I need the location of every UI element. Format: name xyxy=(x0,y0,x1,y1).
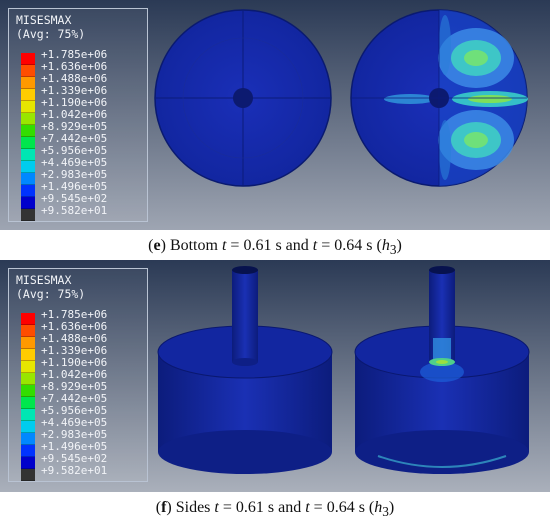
legend-tick-label: +1.785e+06 xyxy=(41,308,108,321)
legend-swatch xyxy=(21,409,35,421)
legend-swatch xyxy=(21,197,35,209)
legend-swatch xyxy=(21,385,35,397)
legend-variable: MISESMAX xyxy=(16,13,72,27)
legend-swatch xyxy=(21,161,35,173)
legend-swatch xyxy=(21,421,35,433)
panel-bottom-view: MISESMAX (Avg: 75%) +1.785e+06 +1.636e+06… xyxy=(0,0,550,230)
legend-tick-label: +9.545e+02 xyxy=(41,452,108,465)
legend-swatch xyxy=(21,77,35,89)
caption-bottom: (e) Bottom t = 0.61 s and t = 0.64 s (h3… xyxy=(148,237,402,258)
legend-swatch xyxy=(21,137,35,149)
legend-swatch xyxy=(21,53,35,65)
legend-tick-label: +9.582e+01 xyxy=(41,204,108,217)
legend-tick-label: +1.339e+06 xyxy=(41,84,108,97)
legend-swatch xyxy=(21,173,35,185)
legend-swatch xyxy=(21,209,35,221)
legend-tick-label: +1.042e+06 xyxy=(41,368,108,381)
legend-tick-label: +2.983e+05 xyxy=(41,428,108,441)
legend-tick-label: +9.545e+02 xyxy=(41,192,108,205)
legend-swatch xyxy=(21,457,35,469)
legend-tick-label: +8.929e+05 xyxy=(41,380,108,393)
legend-tick-label: +1.190e+06 xyxy=(41,356,108,369)
legend-swatch xyxy=(21,149,35,161)
legend-swatch xyxy=(21,125,35,137)
legend-tick-label: +5.956e+05 xyxy=(41,144,108,157)
legend-tick-label: +1.042e+06 xyxy=(41,108,108,121)
legend-swatch xyxy=(21,373,35,385)
legend-tick-label: +4.469e+05 xyxy=(41,416,108,429)
disc-t064 xyxy=(350,9,528,187)
legend-swatch xyxy=(21,337,35,349)
legend-tick-label: +1.488e+06 xyxy=(41,332,108,345)
legend-swatch xyxy=(21,469,35,481)
legend-tick-label: +1.496e+05 xyxy=(41,180,108,193)
legend-swatch xyxy=(21,433,35,445)
legend-tick-label: +1.636e+06 xyxy=(41,60,108,73)
caption-sides: (f) Sides t = 0.61 s and t = 0.64 s (h3) xyxy=(155,499,395,520)
contour-legend: MISESMAX (Avg: 75%) +1.785e+06 +1.636e+06… xyxy=(8,8,148,222)
legend-tick-label: +1.496e+05 xyxy=(41,440,108,453)
legend-swatch xyxy=(21,445,35,457)
legend-tick-label: +7.442e+05 xyxy=(41,392,108,405)
legend-tick-label: +2.983e+05 xyxy=(41,168,108,181)
legend-tick-label: +9.582e+01 xyxy=(41,464,108,477)
legend-tick-label: +1.339e+06 xyxy=(41,344,108,357)
legend-swatch xyxy=(21,113,35,125)
legend-tick-label: +7.442e+05 xyxy=(41,132,108,145)
legend-swatch xyxy=(21,185,35,197)
legend-swatch xyxy=(21,89,35,101)
legend-variable: MISESMAX xyxy=(16,273,72,287)
legend-swatch xyxy=(21,101,35,113)
legend-averaging: (Avg: 75%) xyxy=(16,27,86,41)
disc-t061 xyxy=(154,9,332,187)
model-t061 xyxy=(157,266,333,474)
legend-swatch xyxy=(21,361,35,373)
panel-side-view: MISESMAX (Avg: 75%) +1.785e+06 +1.636e+06… xyxy=(0,260,550,492)
side-view-render xyxy=(0,260,550,492)
legend-swatch xyxy=(21,325,35,337)
legend-tick-label: +1.488e+06 xyxy=(41,72,108,85)
legend-swatch xyxy=(21,397,35,409)
legend-tick-label: +5.956e+05 xyxy=(41,404,108,417)
legend-averaging: (Avg: 75%) xyxy=(16,287,86,301)
legend-tick-label: +4.469e+05 xyxy=(41,156,108,169)
legend-swatch xyxy=(21,313,35,325)
legend-swatch xyxy=(21,65,35,77)
bottom-view-render xyxy=(0,0,550,230)
legend-tick-label: +1.636e+06 xyxy=(41,320,108,333)
model-t064 xyxy=(354,266,530,474)
legend-tick-label: +1.785e+06 xyxy=(41,48,108,61)
contour-legend-side: MISESMAX (Avg: 75%) +1.785e+06 +1.636e+06… xyxy=(8,268,148,482)
legend-tick-label: +8.929e+05 xyxy=(41,120,108,133)
legend-swatch xyxy=(21,349,35,361)
legend-tick-label: +1.190e+06 xyxy=(41,96,108,109)
